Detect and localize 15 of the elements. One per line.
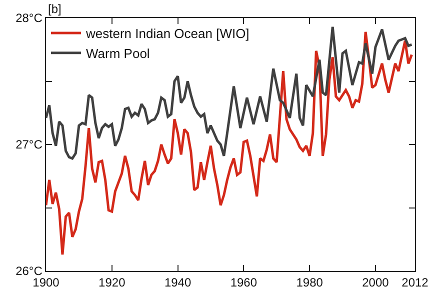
text: [b]: [48, 2, 62, 16]
line-series: [46, 26, 413, 160]
y-tick-label: 27°C: [16, 138, 43, 152]
x-tick-label: 2012: [402, 276, 429, 290]
x-tick-label: 1940: [164, 276, 192, 290]
legend-label: western Indian Ocean [WIO]: [85, 26, 250, 42]
x-tick-label: 2000: [362, 276, 390, 290]
legend-label: Warm Pool: [86, 46, 150, 61]
x-tick-label: 1920: [98, 276, 126, 290]
x-tick-label: 1900: [32, 276, 60, 290]
line-series: [46, 30, 413, 256]
x-tick-label: 1980: [296, 276, 324, 290]
y-tick-label: 28°C: [16, 11, 43, 26]
y-tick-label: 26°C: [16, 264, 43, 278]
x-tick-label: 1960: [230, 276, 258, 290]
